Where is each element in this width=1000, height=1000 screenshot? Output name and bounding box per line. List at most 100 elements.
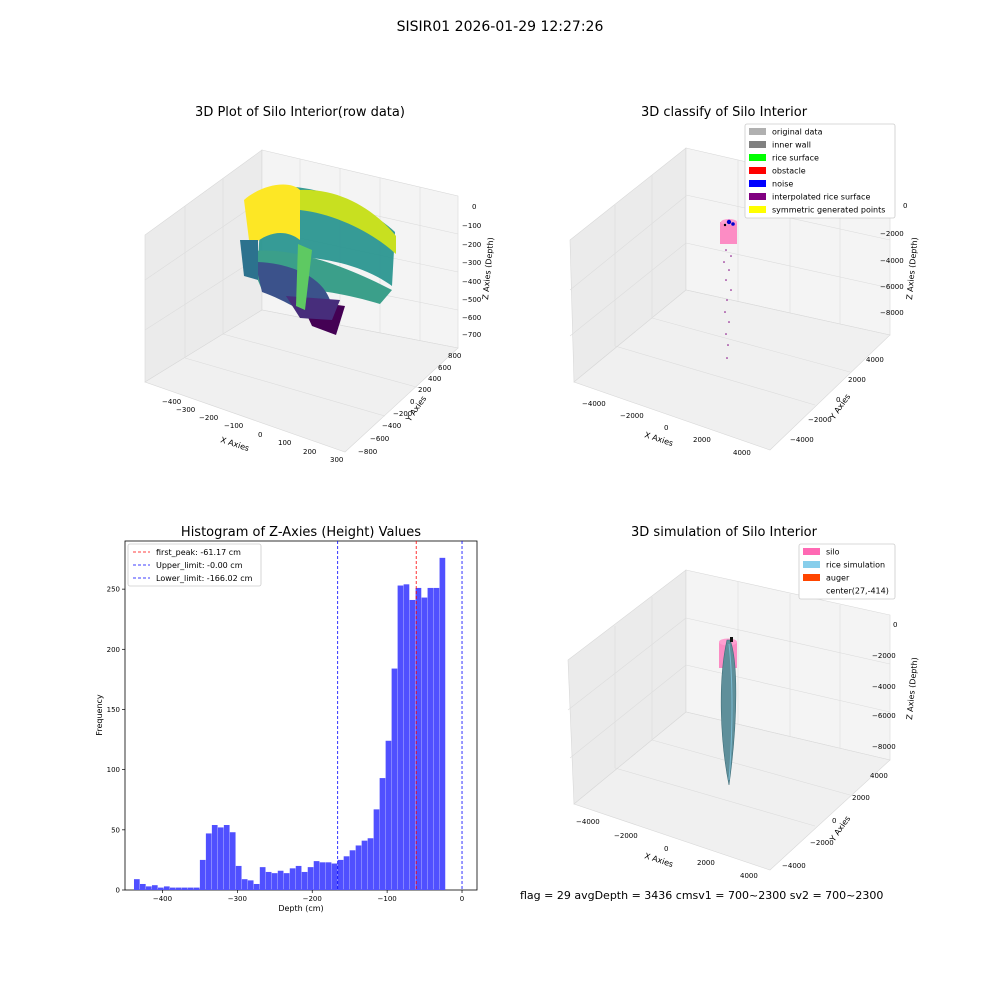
- classify-z-tick: 0: [903, 202, 907, 210]
- raw-y-tick: −800: [358, 448, 377, 456]
- histogram-bar: [391, 668, 398, 890]
- figure-suptitle: SISIR01 2026-01-29 12:27:26: [397, 19, 604, 35]
- raw-x-label: X Axies: [219, 435, 250, 453]
- raw-x-tick: 100: [278, 439, 291, 447]
- histogram-bar: [241, 879, 248, 890]
- raw-3d-scatter: [240, 184, 396, 335]
- histogram-bar: [151, 885, 158, 890]
- classify-legend-label: interpolated rice surface: [772, 193, 870, 202]
- raw-y-tick: −200: [393, 410, 412, 418]
- panel-histogram: Histogram of Z-Axies (Height) Values −40…: [95, 525, 478, 913]
- histogram-bar: [169, 887, 176, 890]
- simulation-x-tick: −4000: [576, 818, 600, 826]
- histogram-bar: [349, 850, 356, 890]
- classify-x-tick: 2000: [693, 436, 711, 444]
- simulation-legend-swatch: [803, 548, 820, 555]
- classify-legend-label: inner wall: [772, 141, 811, 150]
- classify-y-tick: 0: [836, 396, 840, 404]
- histogram-x-tick-label: −300: [228, 895, 247, 903]
- histogram-bar: [307, 867, 314, 890]
- classify-legend: original data inner wall rice surface obsta…: [744, 123, 896, 219]
- panel-classify-3d: 3D classify of Silo Interior: [569, 105, 919, 457]
- histogram-bar: [157, 887, 164, 890]
- raw-x-tick: −300: [176, 406, 195, 414]
- raw-z-tick: −500: [462, 296, 481, 304]
- simulation-x-tick: −2000: [614, 832, 638, 840]
- classify-x-tick: −4000: [582, 400, 606, 408]
- simulation-y-tick: 2000: [852, 794, 870, 802]
- raw-x-tick: −200: [199, 414, 218, 422]
- classify-x-label: X Axies: [643, 430, 674, 448]
- histogram-y-tick-label: 100: [107, 766, 120, 774]
- simulation-z-tick: 0: [893, 621, 897, 629]
- raw-x-tick: 0: [258, 431, 262, 439]
- classify-legend-swatch: [749, 141, 766, 148]
- classify-legend-swatch: [749, 193, 766, 200]
- histogram-bar: [433, 587, 440, 890]
- histogram-bar: [211, 825, 218, 890]
- histogram-bar: [163, 886, 170, 890]
- histogram-bar: [415, 587, 422, 890]
- classify-3d-title: 3D classify of Silo Interior: [641, 105, 808, 120]
- histogram-y-tick-label: 250: [107, 586, 120, 594]
- raw-3d-x-ticks: −400 −300 −200 −100 0 100 200 300: [162, 398, 343, 464]
- histogram-bar: [253, 883, 260, 890]
- histogram-bar: [403, 584, 410, 890]
- histogram-bar: [379, 778, 386, 890]
- raw-x-tick: 300: [330, 456, 343, 464]
- status-footer: flag = 29 avgDepth = 3436 cmsv1 = 700~23…: [520, 889, 884, 902]
- raw-y-tick: 400: [428, 375, 441, 383]
- histogram-bar: [421, 597, 428, 890]
- raw-y-tick: 800: [448, 352, 461, 360]
- raw-x-tick: −400: [162, 398, 181, 406]
- classify-z-tick: −2000: [880, 230, 904, 238]
- histogram-bar: [355, 845, 362, 890]
- histogram-y-tick-label: 50: [111, 826, 120, 834]
- classify-legend-label: rice surface: [772, 154, 819, 163]
- histogram-bar: [181, 887, 188, 890]
- histogram-bar: [217, 827, 224, 890]
- histogram-bar: [367, 838, 374, 890]
- simulation-legend-label: silo: [826, 548, 840, 557]
- classify-legend-label: symmetric generated points: [772, 206, 885, 215]
- histogram-bar: [229, 832, 236, 890]
- classify-legend-label: noise: [772, 180, 793, 189]
- raw-3d-z-ticks: 0 −100 −200 −300 −400 −500 −600 −700: [462, 203, 481, 339]
- raw-z-tick: −100: [462, 222, 481, 230]
- raw-z-tick: −600: [462, 314, 481, 322]
- simulation-3d-y-ticks: −4000 −2000 0 2000 4000: [782, 772, 888, 870]
- histogram-bar: [277, 870, 284, 890]
- histogram-vlines: [337, 541, 463, 890]
- classify-y-tick: −2000: [808, 416, 832, 424]
- histogram-bar: [319, 862, 326, 890]
- histogram-bar: [175, 887, 182, 890]
- histogram-bar: [331, 863, 338, 890]
- histogram-bar: [385, 740, 392, 890]
- raw-x-tick: 200: [303, 448, 316, 456]
- classify-z-label: Z Axies (Depth): [905, 237, 919, 300]
- simulation-y-tick: 0: [832, 817, 836, 825]
- raw-y-tick: 600: [438, 364, 451, 372]
- classify-x-tick: 4000: [733, 449, 751, 457]
- raw-3d-y-ticks: −800 −600 −400 −200 0 200 400 600 800: [358, 352, 461, 456]
- histogram-bar: [373, 809, 380, 890]
- simulation-z-tick: −6000: [872, 712, 896, 720]
- simulation-3d-surface: [719, 637, 737, 786]
- histogram-x-label: Depth (cm): [278, 904, 323, 913]
- simulation-3d-panes: [567, 569, 891, 871]
- raw-z-label: Z Axies (Depth): [481, 237, 495, 300]
- raw-z-tick: −700: [462, 331, 481, 339]
- histogram-bar: [133, 879, 140, 890]
- histogram-bar: [397, 585, 404, 890]
- classify-x-tick: 0: [664, 424, 668, 432]
- simulation-z-tick: −8000: [872, 743, 896, 751]
- simulation-3d-gridlines: [567, 582, 891, 827]
- histogram-bar: [313, 861, 320, 890]
- histogram-bar: [283, 873, 290, 890]
- histogram-bar: [265, 871, 272, 890]
- histogram-y-tick-label: 150: [107, 706, 120, 714]
- raw-y-tick: −400: [382, 422, 401, 430]
- histogram-bar: [187, 887, 194, 890]
- simulation-3d-x-ticks: −4000 −2000 0 2000 4000: [576, 818, 758, 880]
